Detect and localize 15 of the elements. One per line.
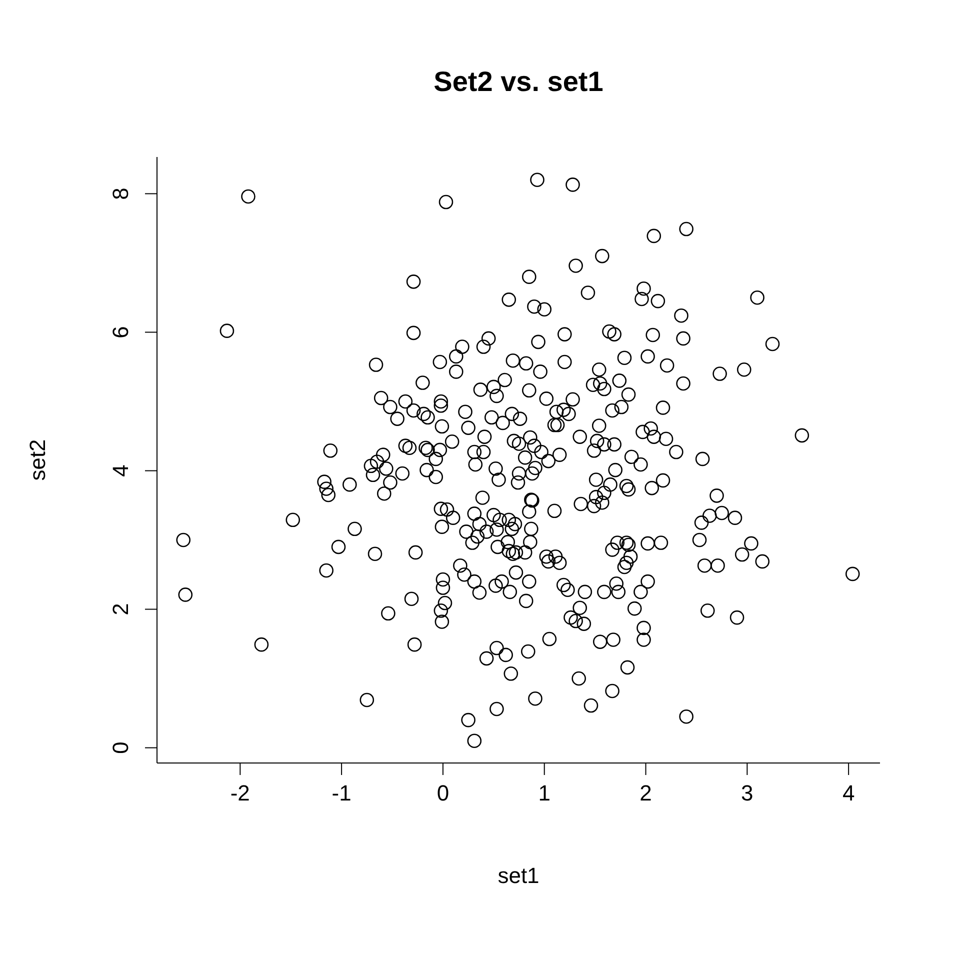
y-tick-label: 2 (108, 603, 133, 616)
y-tick-label: 0 (108, 742, 133, 754)
y-axis-title: set2 (24, 439, 50, 481)
y-tick-label: 4 (108, 464, 133, 477)
x-tick-label: 1 (538, 780, 550, 806)
x-tick-label: 4 (842, 780, 855, 806)
y-tick-label: 8 (108, 188, 133, 200)
y-tick-label: 6 (108, 326, 133, 338)
x-tick-label: 2 (640, 780, 652, 806)
x-tick-label: 0 (436, 780, 450, 806)
x-tick-label: -1 (332, 780, 352, 806)
chart-title: Set2 vs. set1 (432, 66, 604, 98)
x-tick-label: 3 (741, 780, 754, 806)
x-axis-title: set1 (498, 863, 540, 888)
x-tick-label: -2 (230, 780, 250, 806)
